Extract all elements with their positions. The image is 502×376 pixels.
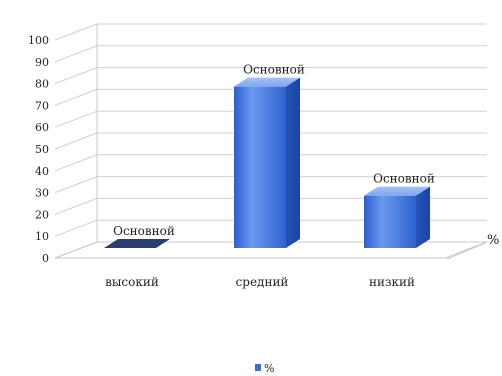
gridline (54, 23, 487, 41)
data-label: Основной (243, 63, 305, 77)
bar (104, 239, 170, 248)
depth-axis-label: % (487, 233, 499, 248)
y-tick-label: 60 (35, 121, 49, 134)
data-labels: Основной Основной Основной (113, 63, 435, 238)
y-tick-label: 80 (35, 78, 49, 91)
legend-swatch (255, 364, 261, 371)
y-tick-label: 20 (35, 208, 49, 221)
y-tick-label: 70 (35, 99, 49, 112)
depth-axis-line (446, 242, 486, 260)
y-tick-labels: 0 10 20 30 40 50 60 70 80 90 100 (28, 34, 49, 265)
bars (104, 77, 430, 249)
y-tick-label: 100 (28, 34, 49, 47)
bar (364, 186, 430, 248)
gridline (54, 45, 487, 63)
y-tick-label: 10 (35, 230, 49, 243)
floor (54, 241, 488, 259)
bar-front (234, 86, 286, 249)
bar-front (364, 195, 416, 248)
bar-top (234, 77, 300, 87)
bar-top (364, 186, 430, 196)
y-tick-label: 30 (35, 187, 49, 200)
bar-side (286, 77, 300, 249)
bar-flat (104, 239, 170, 248)
data-label: Основной (373, 172, 435, 186)
y-tick-label: 40 (35, 165, 49, 178)
x-tick-labels: высокий средний низкий (105, 275, 415, 289)
legend: % (255, 362, 274, 375)
y-tick-label: 50 (35, 143, 49, 156)
x-tick-label: высокий (105, 275, 159, 289)
x-tick-label: низкий (369, 275, 415, 289)
bar (234, 77, 300, 249)
x-tick-label: средний (236, 275, 289, 289)
y-tick-label: 90 (35, 56, 49, 69)
bar-side (416, 186, 430, 248)
data-label: Основной (113, 224, 175, 238)
legend-series-label: % (264, 362, 274, 375)
y-tick-label: 0 (42, 252, 49, 265)
axes (54, 24, 488, 260)
